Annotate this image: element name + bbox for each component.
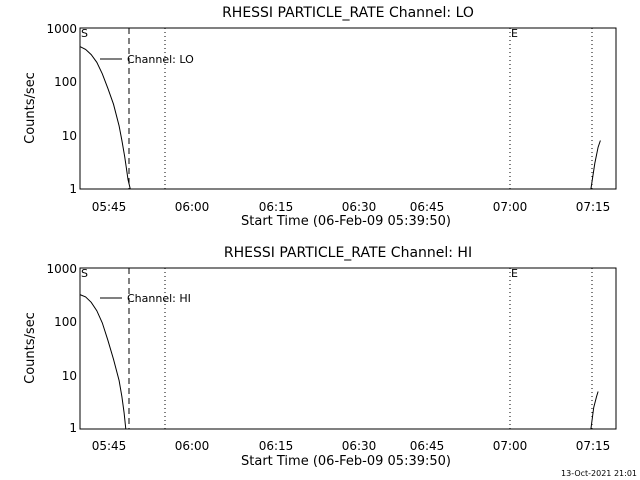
x-tick-label: 05:45	[92, 200, 127, 214]
y-tick-label: 100	[54, 75, 77, 89]
x-tick-label: 06:15	[259, 200, 294, 214]
start-marker: S	[81, 267, 88, 280]
chart-panel-lo: RHESSI PARTICLE_RATE Channel: LO 1 10 10…	[23, 5, 617, 229]
x-tick-label: 06:00	[175, 200, 210, 214]
y-tick-label: 1	[69, 421, 77, 435]
y-tick-label: 1000	[46, 262, 77, 276]
series-line-hi	[79, 294, 127, 430]
y-axis-label: Counts/sec	[23, 72, 38, 144]
chart-title: RHESSI PARTICLE_RATE Channel: HI	[224, 245, 472, 261]
y-tick-label: 1000	[46, 22, 77, 36]
chart-panel-hi: RHESSI PARTICLE_RATE Channel: HI 1 10 10…	[23, 245, 617, 469]
legend-label: Channel: HI	[127, 292, 191, 305]
x-tick-label: 07:15	[576, 200, 611, 214]
x-tick-label: 06:30	[342, 439, 377, 453]
x-axis-label: Start Time (06-Feb-09 05:39:50)	[241, 454, 451, 469]
x-tick-label: 06:45	[410, 439, 445, 453]
x-axis: 05:45 06:00 06:15 06:30 06:45 07:00 07:1…	[92, 200, 611, 229]
y-tick-label: 100	[54, 315, 77, 329]
x-tick-label: 06:30	[342, 200, 377, 214]
y-axis: 1 10 100 1000 Counts/sec	[23, 262, 77, 435]
x-tick-label: 07:00	[493, 200, 528, 214]
x-tick-label: 07:15	[576, 439, 611, 453]
y-tick-label: 10	[62, 369, 77, 383]
series-line-lo	[590, 140, 601, 190]
y-tick-label: 1	[69, 182, 77, 196]
x-tick-label: 06:00	[175, 439, 210, 453]
y-axis-label: Counts/sec	[23, 312, 38, 384]
end-marker: E	[511, 267, 518, 280]
x-axis: 05:45 06:00 06:15 06:30 06:45 07:00 07:1…	[92, 439, 611, 469]
y-axis: 1 10 100 1000 Counts/sec	[23, 22, 77, 196]
plot-frame	[79, 267, 617, 430]
x-axis-label: Start Time (06-Feb-09 05:39:50)	[241, 214, 451, 229]
legend: Channel: HI	[100, 292, 191, 305]
series-line-lo	[79, 46, 131, 190]
legend-label: Channel: LO	[127, 53, 194, 66]
end-marker: E	[511, 27, 518, 40]
series-line-hi	[590, 391, 599, 430]
x-tick-label: 06:15	[259, 439, 294, 453]
legend: Channel: LO	[100, 53, 194, 66]
y-tick-label: 10	[62, 129, 77, 143]
plot-frame	[79, 27, 617, 190]
x-tick-label: 06:45	[410, 200, 445, 214]
start-marker: S	[81, 27, 88, 40]
x-tick-label: 07:00	[493, 439, 528, 453]
x-tick-label: 05:45	[92, 439, 127, 453]
chart-title: RHESSI PARTICLE_RATE Channel: LO	[222, 5, 474, 21]
footer-timestamp: 13-Oct-2021 21:01	[561, 469, 637, 478]
